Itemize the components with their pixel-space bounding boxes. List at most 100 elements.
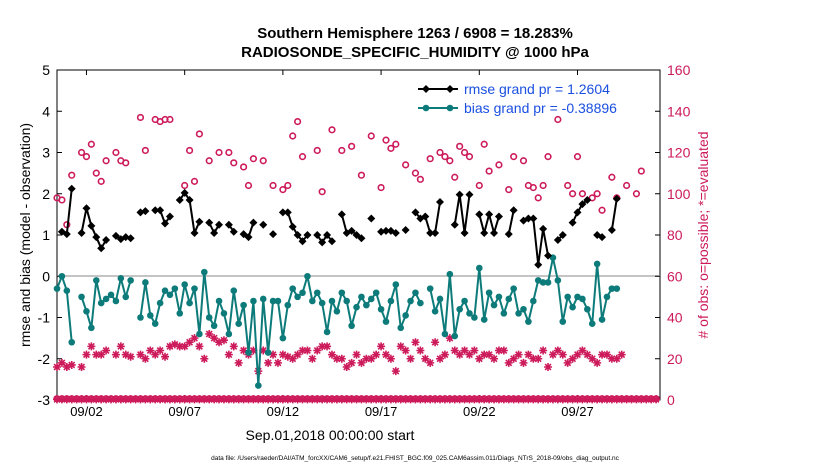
bias-point <box>539 279 547 286</box>
rmse-point <box>323 231 332 239</box>
bias-point <box>495 293 503 301</box>
rmse-point <box>313 231 322 239</box>
bias-point <box>382 318 390 325</box>
rmse-point <box>205 218 214 227</box>
bias-point <box>186 299 193 307</box>
bias-point <box>83 308 90 315</box>
rmse-point <box>367 214 376 223</box>
rmse-point <box>578 200 587 209</box>
obs-evaluated-baseline-point <box>367 395 376 404</box>
rmse-point <box>156 206 165 215</box>
y-axis-left-ticks: -3 -2 -1 0 1 2 3 4 5 <box>38 62 62 408</box>
rmse-line-segment <box>507 210 515 235</box>
bias-point <box>569 303 576 311</box>
obs-evaluated-baseline-point <box>273 395 282 404</box>
obs-evaluated-baseline-point <box>244 395 253 404</box>
rmse-line-segment <box>453 194 471 234</box>
bias-point <box>102 295 110 303</box>
rmse-point <box>401 226 410 235</box>
rmse-point <box>598 233 607 242</box>
obs-evaluated-point <box>558 350 567 359</box>
obs-evaluated-point <box>519 358 528 367</box>
obs-evaluated-point <box>539 346 548 355</box>
obs-possible-point <box>215 148 223 157</box>
bias-point <box>456 305 463 313</box>
bias-point <box>426 285 434 292</box>
obs-evaluated-baseline-point <box>460 395 469 404</box>
obs-evaluated-baseline-point <box>219 395 228 404</box>
obs-evaluated-point <box>381 350 390 359</box>
obs-evaluated-baseline-point <box>264 395 273 404</box>
bias-point <box>480 316 488 323</box>
obs-evaluated-baseline-point <box>396 395 405 404</box>
obs-evaluated-baseline-point <box>288 395 297 404</box>
obs-possible-point <box>505 186 513 194</box>
rmse-point <box>229 227 238 236</box>
bias-point <box>264 349 272 356</box>
obs-evaluated-point <box>460 346 469 355</box>
obs-possible-point <box>338 146 346 155</box>
obs-possible-point <box>544 153 552 161</box>
rmse-point <box>357 234 366 243</box>
obs-evaluated-baseline-point <box>156 395 165 404</box>
obs-evaluated-baseline-point <box>205 395 214 404</box>
x-tick-label: 09/07 <box>168 404 201 419</box>
obs-evaluated-point <box>116 342 125 351</box>
obs-evaluated-point <box>298 346 307 355</box>
obs-evaluated-point <box>327 350 336 359</box>
obs-evaluated-point <box>470 346 479 355</box>
obs-possible-point <box>485 167 493 175</box>
bias-point <box>397 324 405 332</box>
obs-evaluated-baseline-point <box>254 395 263 404</box>
bias-point <box>289 285 297 292</box>
bias-point <box>191 285 198 292</box>
obs-evaluated-point <box>401 346 410 355</box>
obs-evaluated-baseline-point <box>539 395 548 404</box>
bias-line-segment <box>56 273 73 343</box>
rmse-point <box>583 195 592 204</box>
obs-evaluated-baseline-point <box>485 395 494 404</box>
obs-evaluated-baseline-point <box>612 395 621 404</box>
obs-possible-point <box>58 196 66 204</box>
obs-possible-point <box>249 155 258 163</box>
bias-point <box>235 320 242 327</box>
rmse-point <box>460 228 469 237</box>
obs-evaluated-point <box>475 354 484 363</box>
obs-evaluated-point <box>440 350 449 359</box>
rmse-point <box>436 198 445 206</box>
obs-evaluated-point <box>57 358 66 367</box>
obs-evaluated-point <box>195 342 204 351</box>
bias-point <box>603 293 611 301</box>
bias-point <box>417 299 424 307</box>
rmse-point <box>494 212 503 221</box>
obs-evaluated-point <box>151 350 160 359</box>
legend-rmse-label: rmse grand pr = 1.2604 <box>464 81 610 97</box>
obs-evaluated-point <box>593 358 602 367</box>
obs-evaluated-baseline-point <box>332 395 341 404</box>
obs-evaluated-point <box>377 342 386 351</box>
bias-point <box>294 293 301 301</box>
obs-evaluated-point <box>612 354 621 363</box>
obs-evaluated-baseline-point <box>239 395 248 404</box>
obs-evaluated-point <box>156 346 165 355</box>
obs-evaluated-baseline-point <box>627 395 636 404</box>
obs-evaluated-point <box>421 354 430 363</box>
obs-evaluated-baseline-point <box>249 395 258 404</box>
rmse-point <box>293 231 302 239</box>
rmse-point <box>337 210 346 219</box>
obs-evaluated-baseline-point <box>421 395 430 404</box>
obs-evaluated-baseline-point <box>372 395 381 404</box>
rmse-point <box>485 210 494 219</box>
obs-evaluated-point <box>583 350 592 359</box>
obs-evaluated-baseline-point <box>269 395 278 404</box>
obs-possible-point <box>451 173 459 181</box>
obs-evaluated-baseline-point <box>357 395 366 404</box>
bias-point <box>201 268 208 276</box>
y-right-tick-label: 100 <box>667 186 691 202</box>
obs-evaluated-baseline-point <box>573 395 582 404</box>
obs-evaluated-point <box>480 350 489 359</box>
obs-evaluated-baseline-point <box>588 395 597 404</box>
y-left-tick-label: 3 <box>42 145 50 161</box>
obs-possible-point <box>181 181 189 190</box>
